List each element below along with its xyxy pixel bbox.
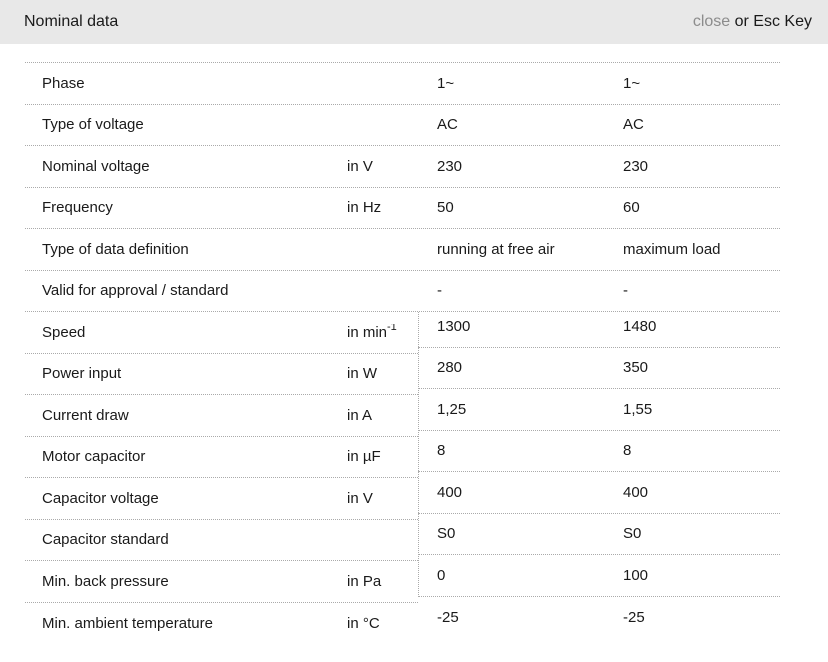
row-value-2: 60 <box>623 199 640 217</box>
row-value-2: AC <box>623 116 644 134</box>
row-unit: in °C <box>347 614 380 632</box>
row-label: Type of voltage <box>42 116 144 134</box>
table-row-min-ambient-temperature: Min. ambient temperature in °C <box>25 603 418 645</box>
row-label: Current draw <box>42 406 129 424</box>
row-unit: in Pa <box>347 572 382 590</box>
row-value-2: 1~ <box>623 74 641 92</box>
values-row-capacitor-standard: S0 S0 <box>418 514 780 555</box>
table-row-capacitor-voltage: Capacitor voltage in V <box>25 478 418 520</box>
table-row-motor-capacitor: Motor capacitor in µF <box>25 437 418 478</box>
row-value-1: 280 <box>437 359 463 377</box>
table-row-current-draw: Current draw in A <box>25 395 418 437</box>
row-unit: in µF <box>347 448 381 466</box>
row-label: Phase <box>42 74 85 92</box>
table-row-phase: Phase 1~ 1~ <box>25 62 780 104</box>
row-value-2: S0 <box>623 525 642 543</box>
table-row-type-of-data-definition: Type of data definition running at free … <box>25 228 780 270</box>
table-row-frequency: Frequency in Hz 50 60 <box>25 186 780 229</box>
row-value-1: 1300 <box>437 317 471 335</box>
row-value-2: -25 <box>623 608 645 626</box>
row-value-2: 100 <box>623 566 649 584</box>
row-unit: in Hz <box>347 199 382 217</box>
values-row-speed: 1300 1480 <box>418 306 780 348</box>
unit-superscript: -1 <box>387 323 397 333</box>
header-bar: Nominal data close or Esc Key <box>0 0 828 44</box>
row-value-1: 1,25 <box>437 400 467 418</box>
table-row-type-of-voltage: Type of voltage AC AC <box>25 103 780 146</box>
table-row-nominal-voltage: Nominal voltage in V 230 230 <box>25 145 780 187</box>
row-value-2: 8 <box>623 442 632 460</box>
row-value-1: 400 <box>437 483 463 501</box>
page-title: Nominal data <box>24 13 119 30</box>
table-upper-section: Phase 1~ 1~ Type of voltage AC AC Nomina… <box>25 62 780 312</box>
row-value-1: 0 <box>437 566 446 584</box>
row-value-1: running at free air <box>437 240 555 258</box>
row-unit: in V <box>347 157 373 175</box>
row-value-2: 230 <box>623 157 649 175</box>
row-label: Capacitor voltage <box>42 489 159 507</box>
row-label: Frequency <box>42 199 113 217</box>
row-value-1: 8 <box>437 442 446 460</box>
values-row-min-back-pressure: 0 100 <box>418 555 780 597</box>
row-unit: in min-1 <box>347 324 418 341</box>
row-label: Capacitor standard <box>42 531 169 549</box>
values-row-current-draw: 1,25 1,55 <box>418 389 780 431</box>
close-controls: close or Esc Key <box>693 13 812 31</box>
row-value-2: 1480 <box>623 317 657 335</box>
esc-key-text: or Esc Key <box>730 13 812 30</box>
table-lower-section: Speed in min-1 Power input in W Current … <box>25 312 780 644</box>
row-label: Motor capacitor <box>42 448 146 466</box>
row-value-1: -25 <box>437 608 459 626</box>
row-label: Power input <box>42 365 122 383</box>
row-value-1: 230 <box>437 157 463 175</box>
row-value-1: 50 <box>437 199 454 217</box>
row-label: Min. ambient temperature <box>42 614 213 632</box>
row-value-2: 400 <box>623 483 649 501</box>
row-unit: in V <box>347 489 373 507</box>
row-value-1: S0 <box>437 525 456 543</box>
row-value-2: maximum load <box>623 240 721 258</box>
close-button[interactable]: close <box>692 13 731 30</box>
row-unit: in W <box>347 365 377 383</box>
row-unit: in A <box>347 406 373 424</box>
row-value-2: 350 <box>623 359 649 377</box>
values-row-capacitor-voltage: 400 400 <box>418 472 780 514</box>
row-label: Valid for approval / standard <box>42 282 229 300</box>
row-value-1: - <box>437 282 442 300</box>
values-row-min-ambient-temperature: -25 -25 <box>418 597 780 639</box>
table-row-valid-for-approval: Valid for approval / standard - - <box>25 269 780 312</box>
nominal-data-table: Phase 1~ 1~ Type of voltage AC AC Nomina… <box>25 62 780 644</box>
lower-values-column: 1300 1480 280 350 1,25 1,55 8 8 400 400 … <box>418 306 780 638</box>
row-value-1: AC <box>437 116 458 134</box>
row-value-2: - <box>623 282 628 300</box>
row-label: Min. back pressure <box>42 572 169 590</box>
row-label: Speed <box>42 323 86 341</box>
row-value-1: 1~ <box>437 74 455 92</box>
values-row-power-input: 280 350 <box>418 348 780 389</box>
row-value-2: 1,55 <box>623 400 653 418</box>
values-row-motor-capacitor: 8 8 <box>418 431 780 472</box>
table-row-min-back-pressure: Min. back pressure in Pa <box>25 561 418 603</box>
row-label: Type of data definition <box>42 240 189 258</box>
table-row-capacitor-standard: Capacitor standard <box>25 520 418 561</box>
table-row-power-input: Power input in W <box>25 354 418 395</box>
lower-labels-column: Speed in min-1 Power input in W Current … <box>25 312 418 644</box>
table-row-speed: Speed in min-1 <box>25 312 418 354</box>
row-label: Nominal voltage <box>42 157 150 175</box>
